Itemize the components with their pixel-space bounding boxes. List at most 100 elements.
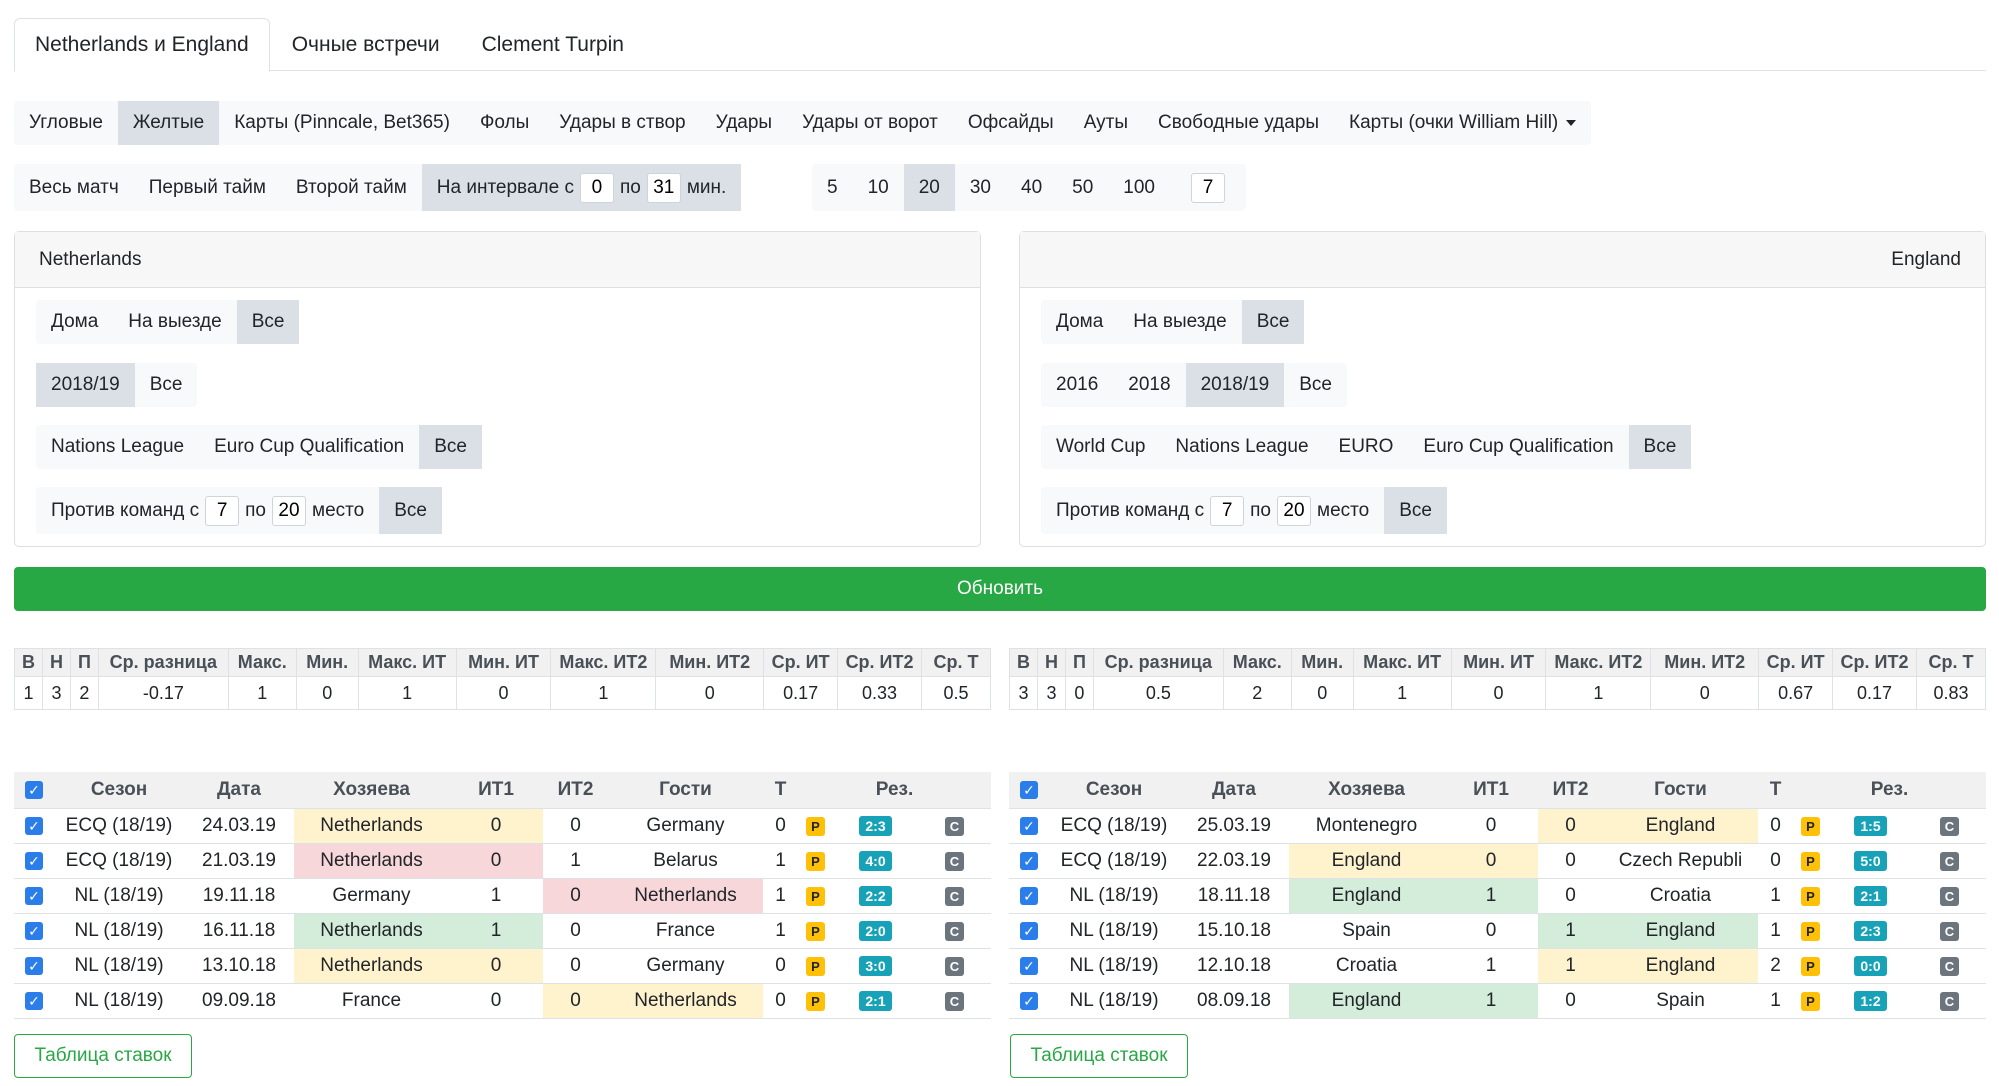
home-team-name: Netherlands — [15, 232, 980, 288]
away-venue-home[interactable]: Дома — [1056, 311, 1104, 332]
row-checkbox[interactable]: ✓ — [25, 922, 43, 940]
p-badge[interactable]: P — [1801, 957, 1820, 976]
stat-shots-on-target[interactable]: Удары в створ — [559, 112, 686, 133]
row-checkbox[interactable]: ✓ — [25, 817, 43, 835]
away-bets-table-button[interactable]: Таблица ставок — [1010, 1034, 1188, 1078]
row-checkbox[interactable]: ✓ — [1020, 992, 1038, 1010]
p-badge[interactable]: P — [806, 957, 825, 976]
stats-value-cell: 0.83 — [1915, 676, 1987, 710]
row-checkbox[interactable]: ✓ — [1020, 817, 1038, 835]
away-season-2018[interactable]: 2018 — [1128, 374, 1171, 395]
home-venue-all[interactable]: Все — [236, 300, 300, 344]
p-badge[interactable]: P — [1801, 922, 1820, 941]
stat-throw-ins[interactable]: Ауты — [1083, 112, 1129, 133]
stat-shots[interactable]: Удары — [715, 112, 773, 133]
count-50[interactable]: 50 — [1072, 176, 1094, 198]
stat-offsides[interactable]: Офсайды — [967, 112, 1054, 133]
home-tournament-euro-qualification[interactable]: Euro Cup Qualification — [214, 436, 405, 457]
home-rank-from-input[interactable] — [205, 495, 240, 526]
row-checkbox[interactable]: ✓ — [25, 852, 43, 870]
row-checkbox[interactable]: ✓ — [1020, 852, 1038, 870]
c-badge[interactable]: C — [944, 992, 965, 1011]
stat-corners[interactable]: Угловые — [29, 112, 103, 133]
tab-teams[interactable]: Netherlands и England — [14, 18, 270, 72]
c-badge[interactable]: C — [944, 817, 965, 836]
stat-cards-pinnacle[interactable]: Карты (Pinncale, Bet365) — [234, 112, 450, 133]
row-checkbox[interactable]: ✓ — [1020, 957, 1038, 975]
home-bets-table-button[interactable]: Таблица ставок — [14, 1034, 192, 1078]
c-badge[interactable]: C — [1939, 992, 1960, 1011]
count-100[interactable]: 100 — [1123, 176, 1155, 198]
c-badge[interactable]: C — [1939, 922, 1960, 941]
away-rank-from-input[interactable] — [1210, 495, 1245, 526]
row-checkbox[interactable]: ✓ — [25, 887, 43, 905]
away-rank-all[interactable]: Все — [1384, 487, 1447, 534]
away-tournament-world-cup[interactable]: World Cup — [1056, 436, 1146, 457]
row-checkbox[interactable]: ✓ — [25, 957, 43, 975]
c-badge[interactable]: C — [1939, 817, 1960, 836]
select-all-checkbox[interactable]: ✓ — [1020, 781, 1038, 799]
c-badge[interactable]: C — [1939, 957, 1960, 976]
count-5[interactable]: 5 — [827, 176, 838, 198]
c-badge[interactable]: C — [944, 922, 965, 941]
period-second-half[interactable]: Второй тайм — [295, 176, 407, 198]
away-season-2016[interactable]: 2016 — [1056, 374, 1099, 395]
away-venue-all[interactable]: Все — [1241, 300, 1305, 344]
row-checkbox[interactable]: ✓ — [1020, 887, 1038, 905]
stats-header-row: В Н П Ср. разница Макс. Мин. Макс. ИТ Мин. ИТ Ма… — [1009, 648, 1987, 677]
table-row: ✓ ECQ (18/19) 21.03.19 Netherlands 0 1 Belarus… — [14, 843, 991, 879]
tab-head-to-head[interactable]: Очные встречи — [291, 32, 440, 56]
home-venue-away[interactable]: На выезде — [128, 311, 222, 332]
home-rank-to-input[interactable] — [272, 495, 306, 526]
update-button[interactable]: Обновить — [14, 567, 1986, 611]
away-venue-away[interactable]: На выезде — [1133, 311, 1227, 332]
row-checkbox[interactable]: ✓ — [1020, 922, 1038, 940]
c-badge[interactable]: C — [944, 957, 965, 976]
away-tournament-all[interactable]: Все — [1628, 425, 1692, 469]
c-badge[interactable]: C — [1939, 852, 1960, 871]
p-badge[interactable]: P — [1801, 852, 1820, 871]
period-first-half[interactable]: Первый тайм — [148, 176, 266, 198]
row-checkbox[interactable]: ✓ — [25, 992, 43, 1010]
p-badge[interactable]: P — [1801, 887, 1820, 906]
stat-fouls[interactable]: Фолы — [479, 112, 530, 133]
interval-from-input[interactable] — [579, 172, 614, 203]
home-season-all[interactable]: Все — [149, 374, 183, 395]
count-20[interactable]: 20 — [903, 164, 955, 211]
stats-header-cell: Мин. — [1290, 648, 1354, 677]
stat-yellow-cards[interactable]: Желтые — [117, 101, 220, 145]
away-season-2018-19[interactable]: 2018/19 — [1185, 363, 1285, 407]
home-season-2018-19[interactable]: 2018/19 — [36, 363, 135, 407]
p-badge[interactable]: P — [806, 992, 825, 1011]
away-tournament-nations-league[interactable]: Nations League — [1175, 436, 1309, 457]
period-full-match[interactable]: Весь матч — [29, 176, 119, 198]
count-40[interactable]: 40 — [1021, 176, 1043, 198]
c-badge[interactable]: C — [1939, 887, 1960, 906]
stat-free-kicks[interactable]: Свободные удары — [1158, 112, 1320, 133]
stat-goal-kicks[interactable]: Удары от ворот — [802, 112, 938, 133]
p-badge[interactable]: P — [806, 817, 825, 836]
home-tournament-all[interactable]: Все — [419, 425, 482, 469]
p-badge[interactable]: P — [806, 852, 825, 871]
c-badge[interactable]: C — [944, 852, 965, 871]
select-all-checkbox[interactable]: ✓ — [25, 781, 43, 799]
home-venue-home[interactable]: Дома — [51, 311, 99, 332]
away-rank-to-input[interactable] — [1277, 495, 1311, 526]
away-season-all[interactable]: Все — [1299, 374, 1332, 395]
home-tournament-nations-league[interactable]: Nations League — [51, 436, 185, 457]
away-tournament-euro-qualification[interactable]: Euro Cup Qualification — [1423, 436, 1614, 457]
tab-referee[interactable]: Clement Turpin — [481, 32, 624, 56]
p-badge[interactable]: P — [806, 922, 825, 941]
p-badge[interactable]: P — [1801, 817, 1820, 836]
p-badge[interactable]: P — [1801, 992, 1820, 1011]
count-custom-input[interactable] — [1190, 172, 1225, 203]
home-rank-all[interactable]: Все — [379, 487, 442, 534]
interval-to-input[interactable] — [646, 172, 681, 203]
p-badge[interactable]: P — [806, 887, 825, 906]
away-tournament-euro[interactable]: EURO — [1338, 436, 1394, 457]
stat-cards-william-hill-dropdown[interactable]: Карты (очки William Hill) — [1334, 101, 1591, 145]
period-interval[interactable]: На интервале с по мин. — [421, 164, 742, 211]
c-badge[interactable]: C — [944, 887, 965, 906]
count-10[interactable]: 10 — [867, 176, 889, 198]
count-30[interactable]: 30 — [969, 176, 991, 198]
